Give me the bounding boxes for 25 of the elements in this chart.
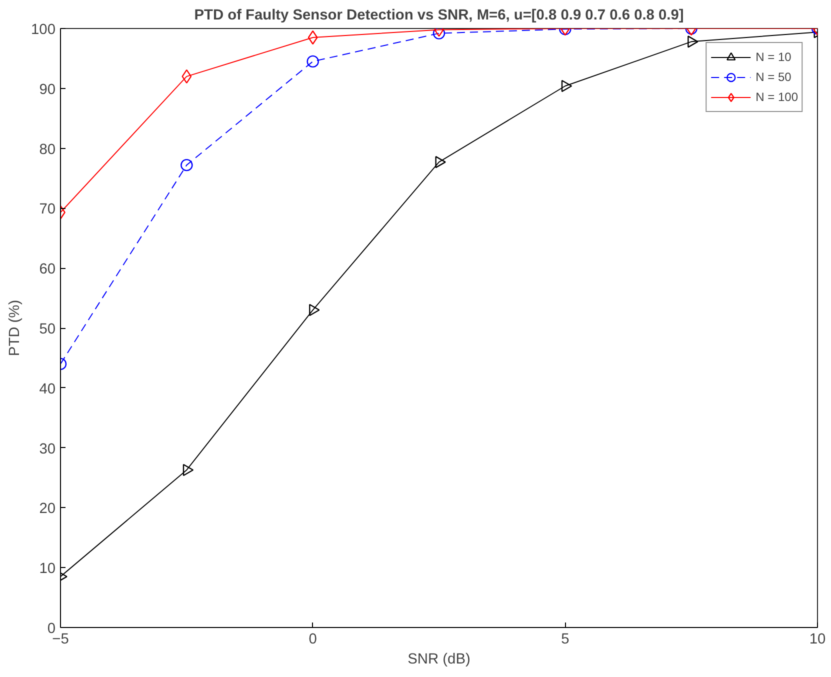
point xyxy=(435,156,446,168)
y-tick-label: 90 xyxy=(39,82,56,98)
legend-label: N = 100 xyxy=(756,90,798,104)
y-tick-label: 40 xyxy=(39,381,56,398)
legend-label: N = 10 xyxy=(756,50,792,64)
x-axis-title: SNR (dB) xyxy=(408,652,470,668)
y-tick-label: 30 xyxy=(39,441,56,458)
y-tick-label: 50 xyxy=(39,322,56,338)
x-tick-label: 10 xyxy=(809,632,826,648)
point xyxy=(182,464,194,476)
y-tick-label: 10 xyxy=(39,561,56,578)
y-tick-label: 20 xyxy=(39,501,56,518)
y-tick-label: 70 xyxy=(39,202,56,218)
x-tick-label: 5 xyxy=(561,632,570,648)
chart-title: PTD of Faulty Sensor Detection vs SNR, M=6, u=[0.8 0.9 0.7 0.6 0.8 0.9] xyxy=(194,8,684,24)
y-tick-label: 80 xyxy=(39,142,56,158)
x-tick-label: 0 xyxy=(308,632,317,648)
legend-label: N = 50 xyxy=(756,70,792,84)
point xyxy=(308,30,318,45)
point xyxy=(306,55,319,68)
y-tick-label: 60 xyxy=(39,262,56,278)
y-axis-title: PTD (%) xyxy=(7,300,24,356)
y-tick-label: 100 xyxy=(31,22,56,38)
point xyxy=(309,304,320,316)
point xyxy=(432,28,446,40)
